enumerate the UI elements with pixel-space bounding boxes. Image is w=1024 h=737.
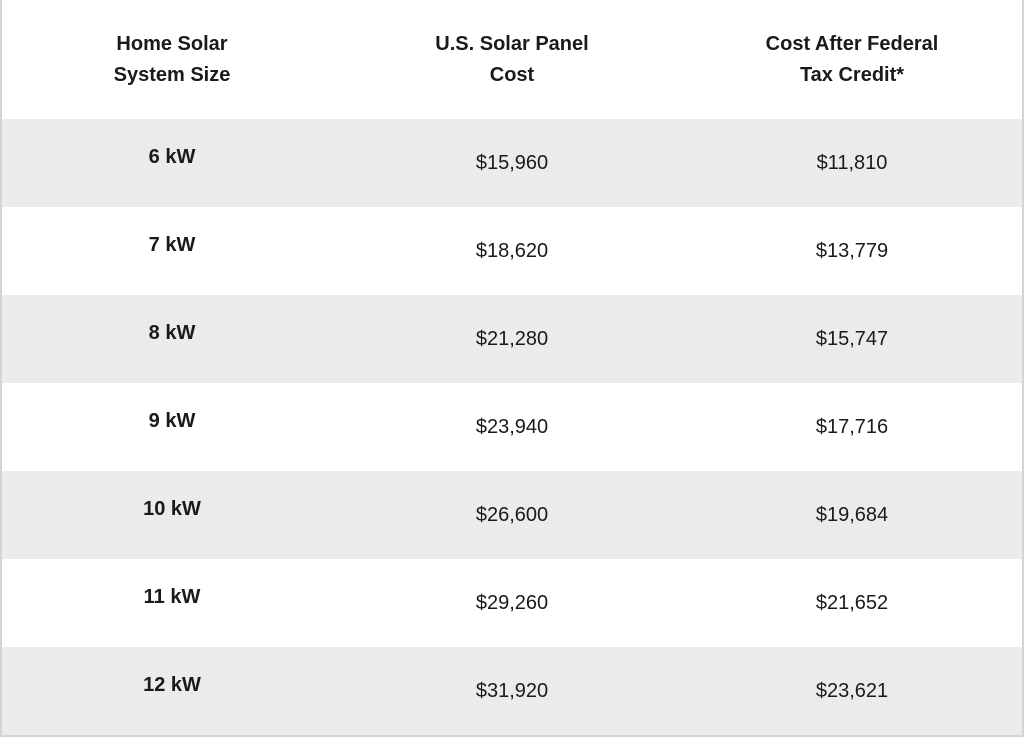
table-row: 11 kW $29,260 $21,652 <box>2 559 1022 647</box>
system-size-cell: 8 kW <box>2 295 342 383</box>
header-text: U.S. Solar Panel Cost <box>435 32 589 86</box>
net-cost-cell: $11,810 <box>682 119 1022 207</box>
header-text: Home Solar System Size <box>113 32 231 86</box>
table-row: 10 kW $26,600 $19,684 <box>2 471 1022 559</box>
system-size-cell: 10 kW <box>2 471 342 559</box>
panel-cost-cell: $31,920 <box>342 647 682 735</box>
system-size-cell: 12 kW <box>2 647 342 735</box>
column-header: U.S. Solar Panel Cost <box>342 0 682 119</box>
net-cost-cell: $21,652 <box>815 591 889 614</box>
table-row: 6 kW $15,960 $11,810 <box>2 119 1022 207</box>
panel-cost-cell: $21,280 <box>342 295 682 383</box>
panel-cost-cell: $29,260 <box>475 591 549 614</box>
net-cost-cell: $23,621 <box>682 647 1022 735</box>
system-size-cell: 7 kW <box>148 233 196 256</box>
system-size-cell: 11 kW <box>143 585 201 608</box>
table-row: 8 kW $21,280 $15,747 <box>2 295 1022 383</box>
panel-cost-cell: $18,620 <box>475 239 549 262</box>
system-size-cell: 9 kW <box>148 409 196 432</box>
column-header: Home Solar System Size <box>2 0 342 119</box>
panel-cost-cell: $15,960 <box>342 119 682 207</box>
panel-cost-cell: $23,940 <box>475 415 549 438</box>
system-size-cell: 6 kW <box>2 119 342 207</box>
header-row: Home Solar System Size U.S. Solar Panel … <box>2 0 1022 119</box>
table-row: 7 kW $18,620 $13,779 <box>2 207 1022 295</box>
column-header: Cost After Federal Tax Credit* <box>682 0 1022 119</box>
table-row: 12 kW $31,920 $23,621 <box>2 647 1022 735</box>
table-body: 6 kW $15,960 $11,810 7 kW $18,620 $13,779 8 kW… <box>2 119 1022 735</box>
net-cost-cell: $17,716 <box>815 415 889 438</box>
header-text: Cost After Federal Tax Credit* <box>765 32 939 86</box>
panel-cost-cell: $26,600 <box>342 471 682 559</box>
table-row: 9 kW $23,940 $17,716 <box>2 383 1022 471</box>
net-cost-cell: $13,779 <box>815 239 889 262</box>
net-cost-cell: $19,684 <box>682 471 1022 559</box>
net-cost-cell: $15,747 <box>682 295 1022 383</box>
